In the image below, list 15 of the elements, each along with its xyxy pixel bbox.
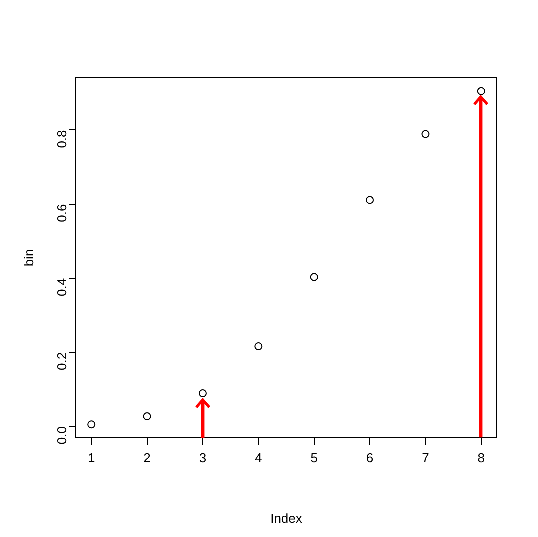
y-tick-label: 0.4: [54, 278, 70, 296]
y-tick-label: 0.0: [54, 426, 70, 445]
x-axis-title: Index: [270, 510, 303, 526]
x-tick-label: 1: [88, 450, 96, 466]
x-tick-label: 8: [478, 450, 486, 466]
x-tick-label: 5: [310, 450, 318, 466]
y-tick-label: 0.6: [54, 204, 70, 222]
x-tick-label: 7: [422, 450, 430, 466]
y-axis-title: bin: [21, 249, 36, 267]
y-tick-label: 0.2: [54, 352, 70, 371]
x-tick-label: 2: [144, 450, 151, 466]
x-tick-label: 6: [366, 450, 374, 466]
x-tick-label: 4: [255, 450, 262, 466]
y-tick-label: 0.8: [54, 130, 70, 148]
x-tick-label: 3: [199, 450, 207, 466]
